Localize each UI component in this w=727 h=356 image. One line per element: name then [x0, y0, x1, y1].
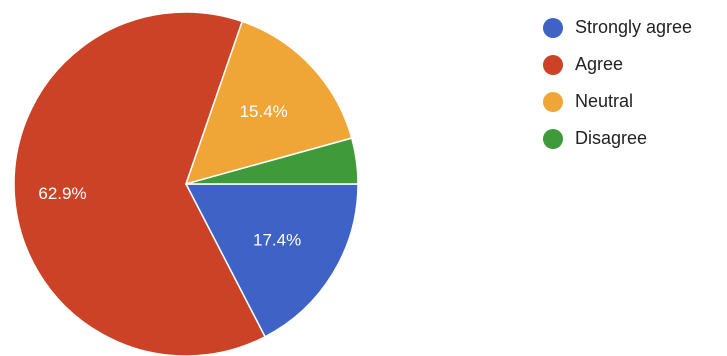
legend-swatch-strongly-agree — [543, 17, 563, 38]
data-label-neutral: 15.4% — [240, 102, 288, 121]
legend-label-agree: Agree — [575, 54, 624, 74]
pie-slice-strongly-agree — [184, 183, 359, 338]
legend-label-strongly-agree: Strongly agree — [575, 17, 693, 37]
pie-slice-agree — [13, 11, 267, 356]
legend-label-neutral: Neutral — [575, 91, 634, 111]
legend-swatch-neutral — [543, 91, 563, 112]
legend-swatch-agree — [543, 54, 563, 75]
legend-label-disagree: Disagree — [575, 128, 648, 148]
legend: Strongly agree Agree Neutral Disagree — [543, 9, 692, 157]
legend-item-neutral: Neutral — [543, 83, 692, 120]
legend-swatch-disagree — [543, 128, 563, 149]
pie-slices — [13, 11, 359, 356]
data-label-strongly-agree: 17.4% — [253, 230, 301, 249]
legend-item-disagree: Disagree — [543, 120, 692, 157]
data-label-agree: 62.9% — [38, 184, 86, 203]
pie-slice-neutral — [184, 20, 353, 186]
legend-item-strongly-agree: Strongly agree — [543, 9, 692, 46]
pie-data-labels: 17.4% 62.9% 15.4% — [38, 102, 301, 249]
legend-item-agree: Agree — [543, 46, 692, 83]
pie-slice-disagree — [185, 137, 359, 185]
